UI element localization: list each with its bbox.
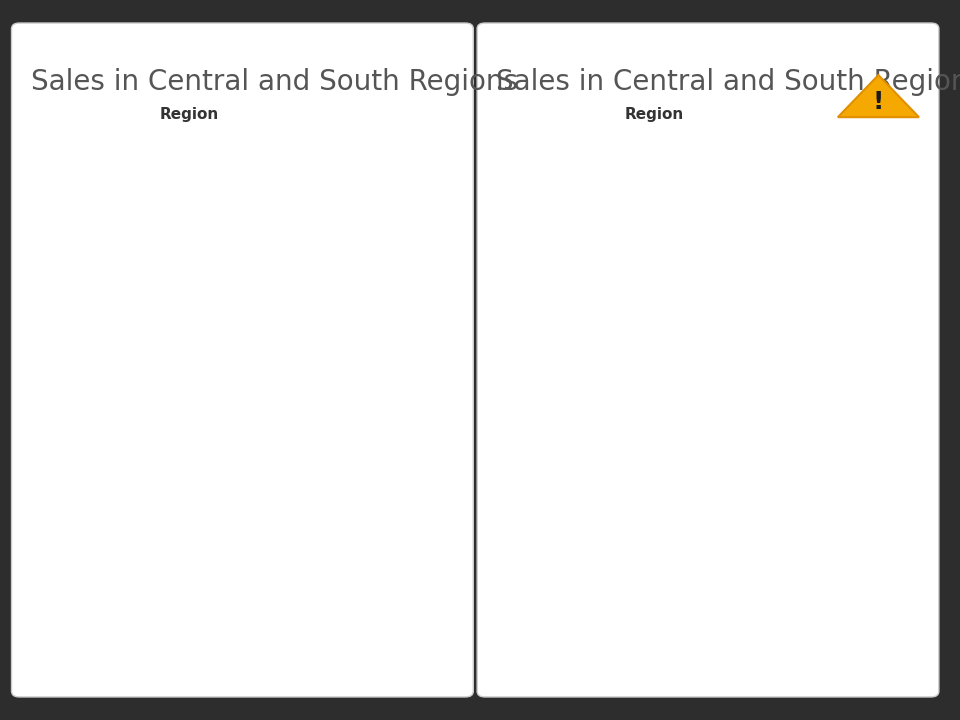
Bar xyxy=(293,283,369,626)
Text: Sales in Central and South Regions: Sales in Central and South Regions xyxy=(496,68,960,96)
Text: Region: Region xyxy=(159,107,219,122)
Text: Region: Region xyxy=(625,107,684,122)
Text: !: ! xyxy=(873,90,884,114)
Bar xyxy=(778,642,853,720)
Y-axis label: Sales: Sales xyxy=(501,369,516,409)
Text: Sales in Central and South Regions: Sales in Central and South Regions xyxy=(31,68,517,96)
Text: ✔: ✔ xyxy=(372,166,420,222)
Bar xyxy=(140,186,216,626)
Y-axis label: Sales: Sales xyxy=(16,369,32,409)
Bar xyxy=(625,199,701,720)
